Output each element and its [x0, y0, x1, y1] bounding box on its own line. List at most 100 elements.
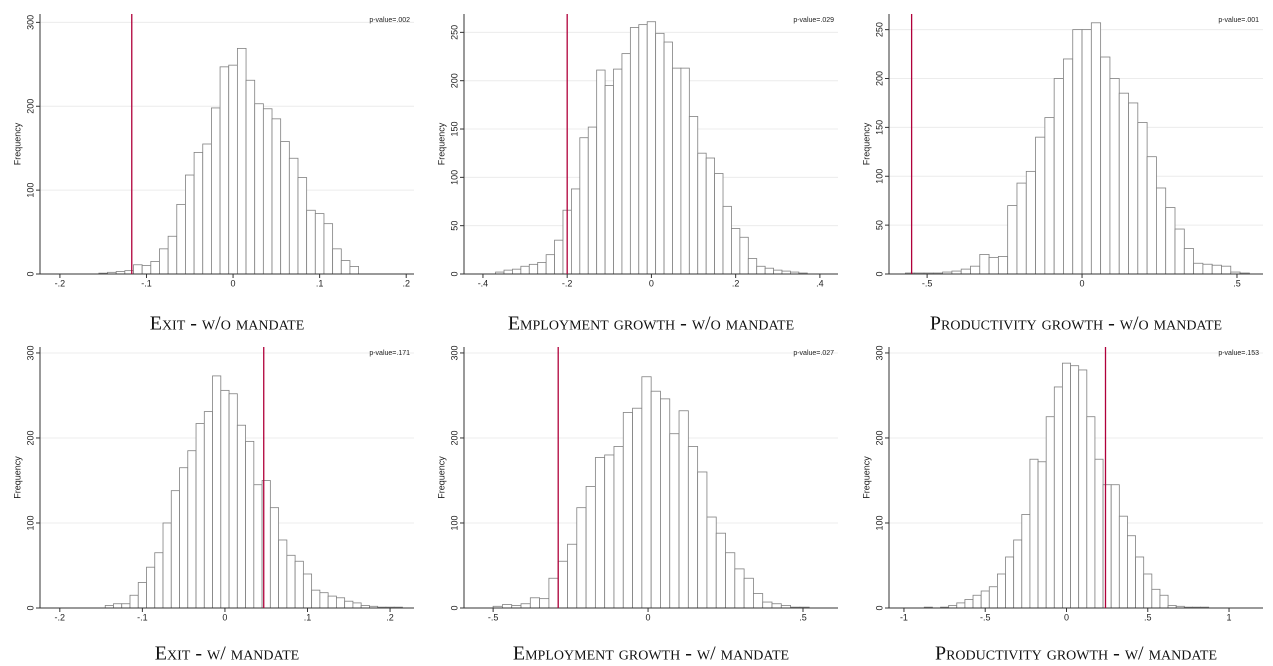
x-tick-label: -.2: [55, 278, 66, 288]
y-tick-label: 100: [25, 515, 35, 530]
y-tick-label: 0: [874, 605, 884, 610]
bar: [988, 256, 999, 275]
bar: [202, 143, 212, 275]
x-tick-label: -.5: [488, 612, 499, 622]
bar: [520, 265, 530, 275]
y-tick-label: 300: [25, 345, 35, 360]
bar: [722, 205, 732, 275]
bar: [211, 107, 221, 275]
bar: [956, 602, 966, 609]
bar: [185, 174, 195, 275]
bar: [1211, 264, 1222, 275]
bar: [187, 450, 197, 609]
bar: [297, 177, 308, 275]
y-tick-label: 50: [449, 221, 459, 231]
chart-title: Exit - w/ mandate: [155, 643, 299, 665]
bar: [678, 410, 689, 609]
y-tick-label: 150: [449, 122, 459, 137]
annotation: p-value=.001: [1218, 17, 1259, 24]
bar: [121, 603, 131, 609]
y-tick-label: 0: [449, 271, 459, 276]
bar: [764, 267, 774, 275]
bar: [570, 188, 581, 275]
bar: [150, 261, 160, 275]
x-tick-label: -.1: [137, 612, 148, 622]
y-tick-label: 150: [874, 120, 884, 135]
bar: [219, 66, 230, 275]
bar: [1053, 386, 1063, 609]
y-tick-label: 0: [874, 271, 884, 276]
bar: [311, 589, 321, 609]
bar: [585, 486, 596, 609]
bar: [743, 577, 754, 609]
x-tick-label: -.5: [922, 278, 933, 288]
bar: [327, 595, 337, 609]
bar: [604, 454, 615, 609]
bar: [604, 85, 614, 275]
y-axis-label: Frequency: [436, 122, 446, 165]
x-tick-label: .5: [799, 612, 807, 622]
bar: [554, 239, 564, 275]
bar: [1109, 78, 1120, 275]
bar: [972, 594, 982, 609]
y-axis-label: Frequency: [12, 456, 22, 499]
annotation: p-value=.027: [793, 350, 834, 357]
bar: [1016, 182, 1027, 275]
bar: [1183, 248, 1194, 275]
y-tick-label: 300: [449, 345, 459, 360]
bar: [663, 41, 673, 275]
bar: [236, 424, 246, 609]
y-tick-label: 300: [874, 345, 884, 360]
bar: [715, 532, 726, 609]
bar: [286, 554, 296, 609]
bar: [650, 390, 661, 609]
chart-title: Productivity growth - w/o mandate: [930, 313, 1222, 335]
y-tick-label: 0: [25, 271, 35, 276]
x-tick-label: -.1: [141, 278, 152, 288]
x-tick-label: 0: [222, 612, 227, 622]
bar: [1078, 369, 1088, 609]
bar: [314, 213, 325, 275]
bar: [1102, 484, 1112, 609]
x-tick-label: .4: [816, 278, 824, 288]
y-tick-label: 100: [449, 170, 459, 185]
bar: [1037, 461, 1047, 609]
bar: [1070, 365, 1080, 609]
bar: [753, 593, 764, 609]
bar: [137, 582, 147, 609]
x-tick-label: .2: [402, 278, 410, 288]
bar: [288, 157, 299, 275]
bar: [567, 543, 578, 609]
bar: [1072, 29, 1083, 275]
bar: [688, 116, 699, 275]
bar: [725, 552, 736, 609]
chart-title: Productivity growth - w/ mandate: [935, 643, 1217, 665]
bar: [269, 507, 280, 609]
y-axis-label: Frequency: [861, 122, 871, 165]
bar: [1156, 187, 1167, 275]
y-tick-label: 300: [25, 15, 35, 30]
chart-title: Employment growth - w/ mandate: [513, 643, 789, 665]
bar: [1013, 539, 1023, 609]
bar: [228, 64, 238, 275]
bar: [1035, 136, 1046, 275]
bar: [503, 269, 513, 275]
bar: [1062, 362, 1071, 609]
bar: [1202, 263, 1213, 275]
bar: [970, 265, 981, 275]
x-tick-label: 0: [649, 278, 654, 288]
bar: [680, 67, 690, 275]
bar: [587, 126, 598, 275]
y-tick-label: 100: [874, 515, 884, 530]
bar: [672, 67, 682, 275]
y-tick-label: 200: [25, 430, 35, 445]
bar: [734, 568, 745, 609]
bar: [528, 263, 539, 275]
y-tick-label: 200: [874, 71, 884, 86]
chart-title: Exit - w/o mandate: [150, 313, 305, 335]
chart-title: Employment growth - w/o mandate: [508, 313, 794, 335]
bar: [1086, 416, 1096, 609]
bar: [1151, 588, 1161, 609]
bar: [340, 260, 351, 275]
